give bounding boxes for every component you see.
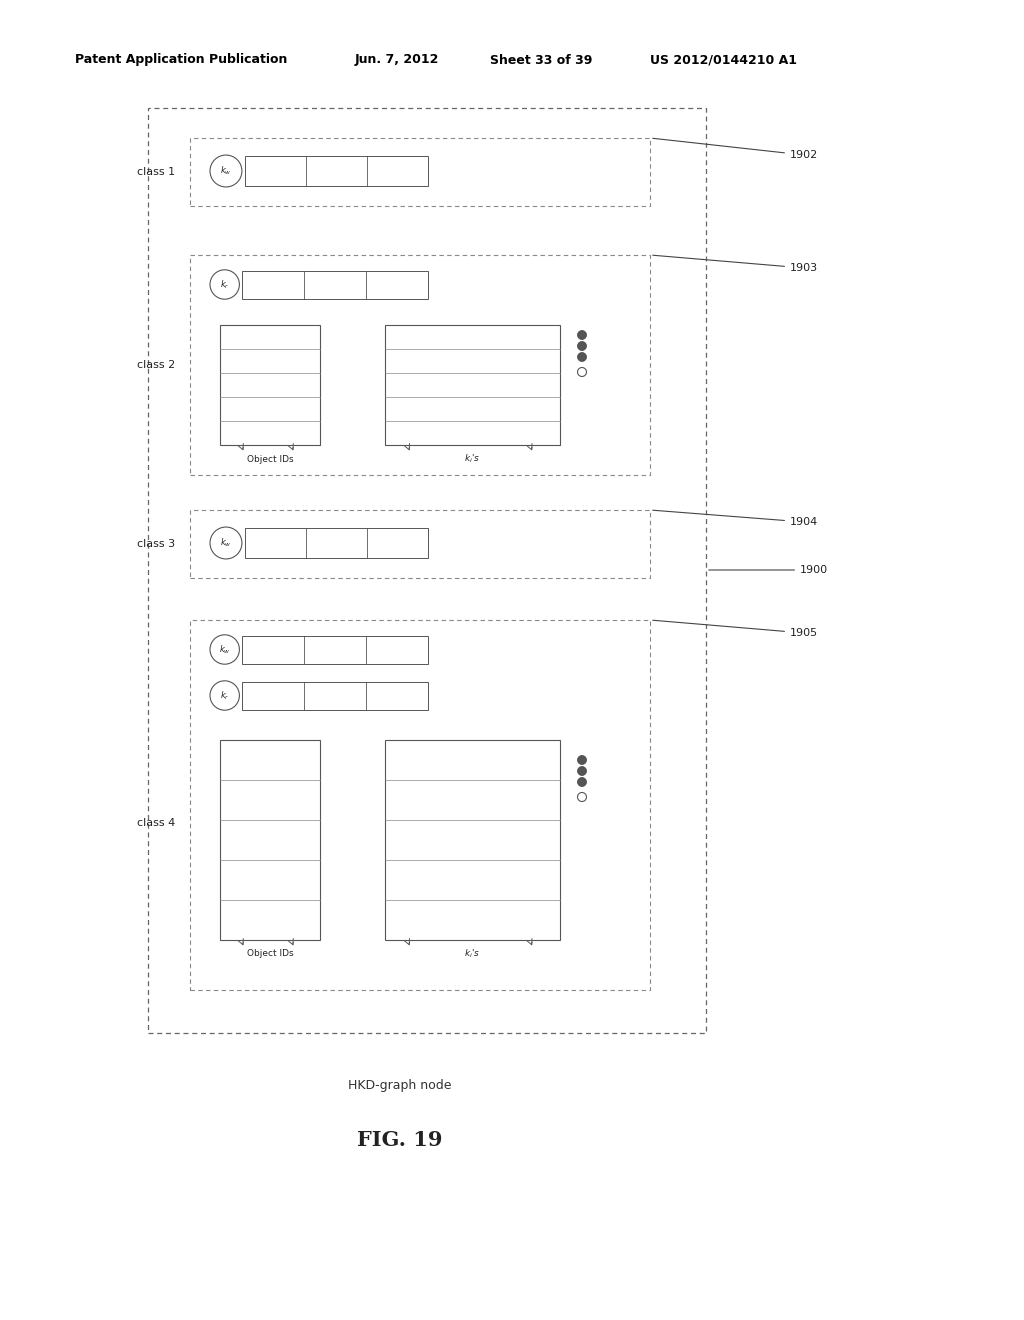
Bar: [243, 271, 428, 298]
Text: US 2012/0144210 A1: US 2012/0144210 A1: [650, 54, 797, 66]
Text: 1905: 1905: [652, 620, 818, 638]
Circle shape: [578, 792, 587, 801]
Text: FIG. 19: FIG. 19: [357, 1130, 442, 1150]
Text: class 3: class 3: [137, 539, 175, 549]
Bar: [385, 741, 560, 940]
Bar: [190, 139, 650, 206]
Text: HKD-graph node: HKD-graph node: [348, 1078, 452, 1092]
Circle shape: [210, 269, 240, 300]
Circle shape: [578, 330, 587, 339]
Text: $k_w$: $k_w$: [220, 165, 231, 177]
Bar: [190, 255, 650, 475]
Text: $k_r$: $k_r$: [220, 279, 229, 290]
Bar: [243, 681, 428, 710]
Bar: [245, 528, 428, 558]
Text: class 2: class 2: [137, 360, 175, 370]
Text: 1903: 1903: [652, 255, 818, 273]
Text: $k_i$'s: $k_i$'s: [464, 948, 480, 960]
Circle shape: [578, 755, 587, 764]
Text: class 1: class 1: [137, 168, 175, 177]
Text: Object IDs: Object IDs: [247, 454, 293, 463]
Text: Patent Application Publication: Patent Application Publication: [75, 54, 288, 66]
Circle shape: [578, 342, 587, 351]
Bar: [245, 156, 428, 186]
Circle shape: [578, 777, 587, 787]
Text: 1902: 1902: [652, 139, 818, 160]
Bar: [220, 325, 319, 445]
Circle shape: [210, 681, 240, 710]
Text: Jun. 7, 2012: Jun. 7, 2012: [355, 54, 439, 66]
Circle shape: [210, 527, 242, 558]
Circle shape: [578, 367, 587, 376]
Bar: [243, 635, 428, 664]
Bar: [148, 108, 706, 1034]
Text: Object IDs: Object IDs: [247, 949, 293, 958]
Text: 1900: 1900: [709, 565, 828, 576]
Text: 1904: 1904: [652, 511, 818, 527]
Text: Sheet 33 of 39: Sheet 33 of 39: [490, 54, 592, 66]
Bar: [385, 325, 560, 445]
Circle shape: [210, 154, 242, 187]
Text: $k_w$: $k_w$: [219, 643, 230, 656]
Circle shape: [578, 352, 587, 362]
Bar: [220, 741, 319, 940]
Text: $k_r$: $k_r$: [220, 689, 229, 702]
Bar: [190, 620, 650, 990]
Text: class 4: class 4: [137, 818, 175, 829]
Text: $k_w$: $k_w$: [220, 537, 231, 549]
Text: $k_i$'s: $k_i$'s: [464, 453, 480, 465]
Circle shape: [210, 635, 240, 664]
Circle shape: [578, 767, 587, 776]
Bar: [190, 510, 650, 578]
